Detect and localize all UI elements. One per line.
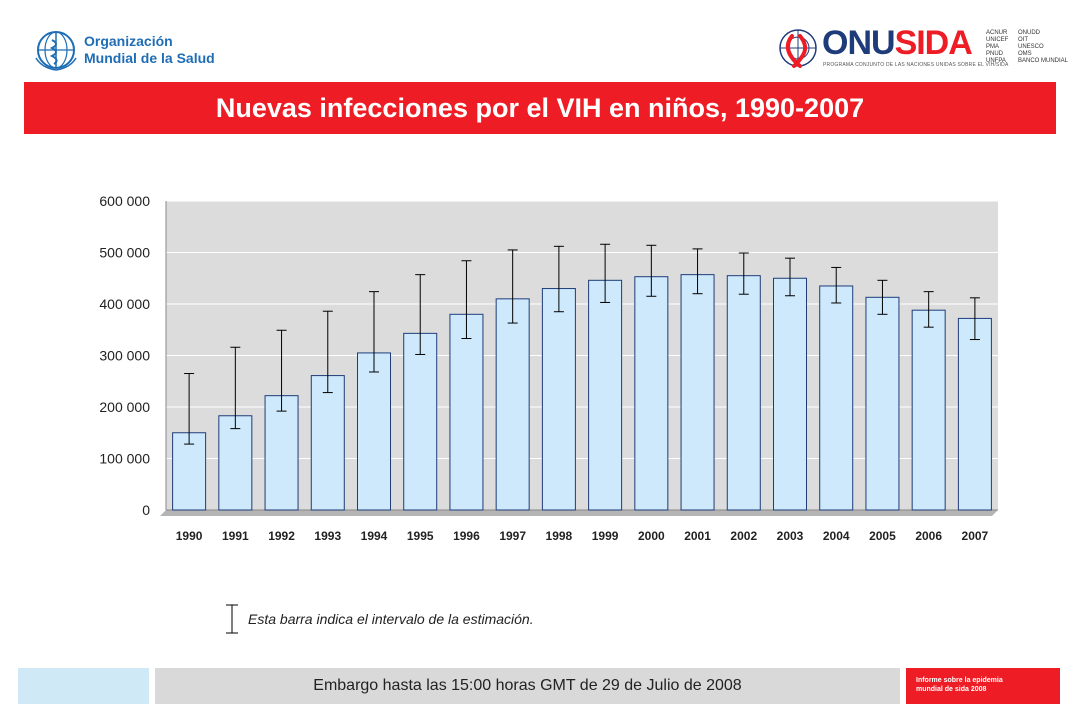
x-tick-label: 2007 xyxy=(962,529,989,543)
bar xyxy=(449,313,484,511)
cosponsor-item: OMS xyxy=(1018,51,1032,57)
footer-left-panel xyxy=(18,668,149,704)
x-tick-label: 1999 xyxy=(592,529,619,543)
who-name-line1: Organización xyxy=(84,33,173,49)
bar xyxy=(773,277,807,511)
bar xyxy=(588,279,623,511)
footer-center-panel: Embargo hasta las 15:00 horas GMT de 29 … xyxy=(155,668,900,704)
cosponsor-item: PMA xyxy=(986,44,1000,50)
cosponsor-item: UNESCO xyxy=(1018,44,1044,50)
x-tick-label: 1991 xyxy=(222,529,249,543)
unaids-word-prefix: ONU xyxy=(822,24,896,62)
y-tick-label: 100 000 xyxy=(99,451,150,467)
cosponsors-col2: ONUDD OIT UNESCO OMS BANCO MUNDIAL xyxy=(1018,30,1068,65)
un-emblem-icon xyxy=(779,29,817,68)
who-name-line2: Mundial de la Salud xyxy=(84,50,215,66)
x-tick-label: 1997 xyxy=(499,529,526,543)
bar xyxy=(357,352,391,511)
x-tick-label: 2003 xyxy=(777,529,804,543)
cosponsor-item: ONUDD xyxy=(1018,30,1040,36)
unaids-wordmark: ONUSIDA xyxy=(822,24,973,63)
bar xyxy=(310,375,345,511)
x-tick-label: 2002 xyxy=(730,529,757,543)
y-tick-label: 200 000 xyxy=(99,399,150,415)
bar xyxy=(911,309,946,511)
cosponsor-item: OIT xyxy=(1018,37,1028,43)
cosponsor-item: ACNUR xyxy=(986,30,1008,36)
unaids-logo xyxy=(770,24,1060,74)
x-tick-label: 2006 xyxy=(915,529,942,543)
bar xyxy=(726,275,761,511)
report-line2: mundial de sida 2008 xyxy=(916,686,987,693)
legend-text: Esta barra indica el intervalo de la est… xyxy=(248,611,534,627)
bar xyxy=(218,415,253,511)
cosponsor-item: PNUD xyxy=(986,51,1004,57)
who-emblem-icon xyxy=(35,31,77,71)
x-tick-label: 1992 xyxy=(268,529,295,543)
bar xyxy=(172,432,207,511)
bar xyxy=(865,296,900,511)
footer-right-panel xyxy=(906,668,1060,704)
x-tick-label: 1998 xyxy=(546,529,573,543)
x-tick-label: 1995 xyxy=(407,529,434,543)
bar xyxy=(403,332,438,511)
cosponsors-col1: ACNUR UNICEF PMA PNUD UNFPA xyxy=(986,30,1008,65)
bar xyxy=(264,395,299,511)
x-tick-label: 1996 xyxy=(453,529,480,543)
x-tick-label: 1994 xyxy=(361,529,388,543)
bar xyxy=(680,274,715,511)
who-name: Organización Mundial de la Salud xyxy=(84,33,215,67)
y-tick-label: 500 000 xyxy=(99,245,150,261)
chart-title: Nuevas infecciones por el VIH en niños, … xyxy=(215,92,865,123)
bar xyxy=(957,317,992,511)
embargo-text: Embargo hasta las 15:00 horas GMT de 29 … xyxy=(313,677,742,694)
x-tick-label: 2005 xyxy=(869,529,896,543)
unaids-word-suffix: SIDA xyxy=(894,24,973,62)
cosponsor-item: UNFPA xyxy=(986,58,1006,64)
x-tick-label: 2004 xyxy=(823,529,850,543)
y-tick-label: 300 000 xyxy=(99,348,150,364)
bar xyxy=(634,276,669,511)
x-tick-label: 2001 xyxy=(684,529,711,543)
bar-chart: 0 100 000 200 000 300 000 400 000 500 000 600 … xyxy=(99,193,998,543)
y-tick-label: 400 000 xyxy=(99,296,150,312)
plot-floor xyxy=(160,510,998,516)
report-label: Informe sobre la epidemia mundial de sid… xyxy=(916,676,1046,694)
cosponsor-item: BANCO MUNDIAL xyxy=(1018,58,1069,64)
bar xyxy=(495,298,530,511)
x-tick-label: 1990 xyxy=(176,529,203,543)
who-logo xyxy=(34,28,204,72)
error-bar-legend-icon xyxy=(226,604,238,634)
unaids-tagline: PROGRAMA CONJUNTO DE LAS NACIONES UNIDAS… xyxy=(823,62,1009,68)
bar xyxy=(819,285,854,511)
report-line1: Informe sobre la epidemia xyxy=(916,677,1003,684)
title-bar: Nuevas infecciones por el VIH en niños, … xyxy=(24,82,1056,134)
y-tick-label: 600 000 xyxy=(99,193,150,209)
bar xyxy=(541,288,576,511)
y-tick-label: 0 xyxy=(142,502,150,518)
x-tick-label: 1993 xyxy=(314,529,341,543)
cosponsor-item: UNICEF xyxy=(986,37,1009,43)
x-tick-label: 2000 xyxy=(638,529,665,543)
